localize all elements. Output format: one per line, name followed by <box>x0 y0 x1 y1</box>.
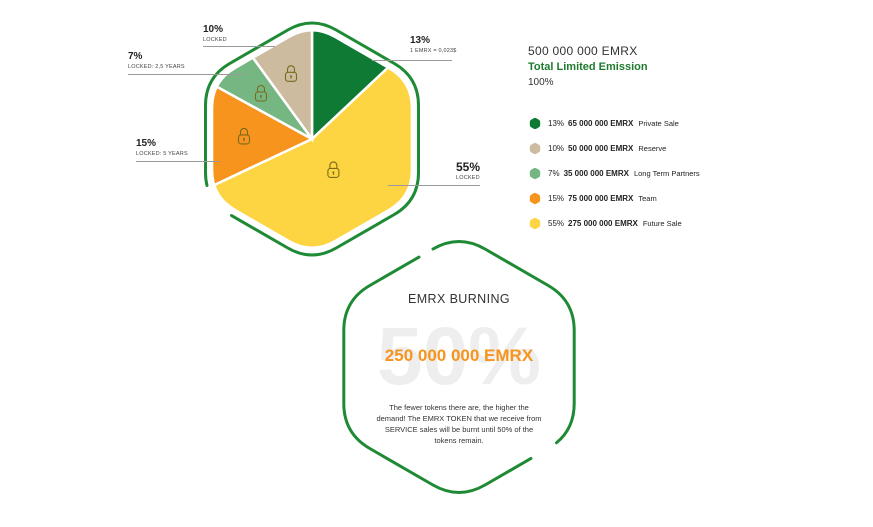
legend-item: 13% 65 000 000 EMRX Private Sale <box>529 115 700 131</box>
burning-amount: 250 000 000 EMRX <box>384 346 534 365</box>
lock-icon <box>327 161 340 178</box>
legend-item: 15% 75 000 000 EMRX Team <box>529 190 700 206</box>
chart-hexagon-outline <box>204 21 420 257</box>
emission-title: Total Limited Emission <box>528 61 648 73</box>
callout-reserve: 10% LOCKED <box>203 24 227 44</box>
lock-icon <box>284 65 298 82</box>
chart-outline-stroke <box>204 21 420 257</box>
callout-private-sale: 13% 1 EMRX = 0,023$ <box>410 35 457 55</box>
legend-item: 55% 275 000 000 EMRX Future Sale <box>529 215 700 231</box>
callout-long-term-partners: 7% LOCKED: 2,5 YEARS <box>128 51 185 71</box>
burning-outline-stroke <box>342 240 576 494</box>
emission-percent: 100% <box>528 77 554 88</box>
legend-label: Future Sale <box>642 218 682 228</box>
legend-percent: 13% <box>548 118 565 128</box>
burning-hexagon-frame <box>342 240 576 494</box>
legend-amount: 50 000 000 EMRX <box>568 143 634 153</box>
callout-line <box>388 185 480 186</box>
hexagon-icon <box>529 217 541 229</box>
callout-line <box>128 74 246 75</box>
pie-slice-reserve <box>213 31 314 143</box>
legend-item: 7% 35 000 000 EMRX Long Term Partners <box>529 165 700 181</box>
hexagon-icon <box>529 167 541 179</box>
callout-line <box>372 60 452 61</box>
callout-percent: 7% <box>128 51 143 62</box>
burning-title: EMRX BURNING <box>407 292 511 306</box>
chart-legend: 13% 65 000 000 EMRX Private Sale 10% 50 000 … <box>529 115 700 240</box>
legend-percent: 10% <box>548 143 565 153</box>
callout-line <box>136 161 220 162</box>
callout-note: LOCKED: 5 YEARS <box>136 151 188 157</box>
legend-label: Reserve <box>638 143 667 153</box>
hexagon-icon <box>529 192 541 204</box>
legend-amount: 75 000 000 EMRX <box>568 193 634 203</box>
callout-team: 15% LOCKED: 5 YEARS <box>136 138 188 158</box>
legend-amount: 275 000 000 EMRX <box>568 218 638 228</box>
callout-note: LOCKED <box>203 37 227 43</box>
pie-slice-long-term-partners <box>213 31 314 141</box>
hexagon-icon <box>529 142 541 154</box>
callout-note: 1 EMRX = 0,023$ <box>410 48 457 54</box>
callout-future-sale: 55% LOCKED <box>456 160 480 182</box>
burning-description: The fewer tokens there are, the higher t… <box>376 403 542 445</box>
pie-slice-future-sale <box>213 31 411 247</box>
emission-total: 500 000 000 EMRX <box>528 44 638 58</box>
burning-background-percent: 50% <box>376 311 542 402</box>
legend-percent: 15% <box>548 193 565 203</box>
lock-icon <box>254 84 268 102</box>
pie-slice-private-sale <box>310 31 411 142</box>
pie-slices <box>213 31 411 247</box>
callout-note: LOCKED <box>456 175 480 181</box>
legend-amount: 35 000 000 EMRX <box>563 168 629 178</box>
legend-percent: 7% <box>548 168 560 178</box>
legend-label: Team <box>638 193 657 203</box>
callout-line <box>203 46 275 47</box>
callout-percent: 55% <box>456 160 481 174</box>
legend-label: Private Sale <box>638 118 679 128</box>
legend-label: Long Term Partners <box>633 168 700 178</box>
callout-percent: 13% <box>410 35 431 46</box>
emission-summary: 500 000 000 EMRX Total Limited Emission … <box>528 44 648 88</box>
legend-percent: 55% <box>548 218 565 228</box>
callout-percent: 10% <box>203 24 224 35</box>
slice-locks <box>237 65 340 178</box>
legend-amount: 65 000 000 EMRX <box>568 118 634 128</box>
hexagon-icon <box>529 117 541 129</box>
callout-note: LOCKED: 2,5 YEARS <box>128 64 185 70</box>
callout-percent: 15% <box>136 138 157 149</box>
legend-item: 10% 50 000 000 EMRX Reserve <box>529 140 700 156</box>
lock-icon <box>237 127 251 145</box>
